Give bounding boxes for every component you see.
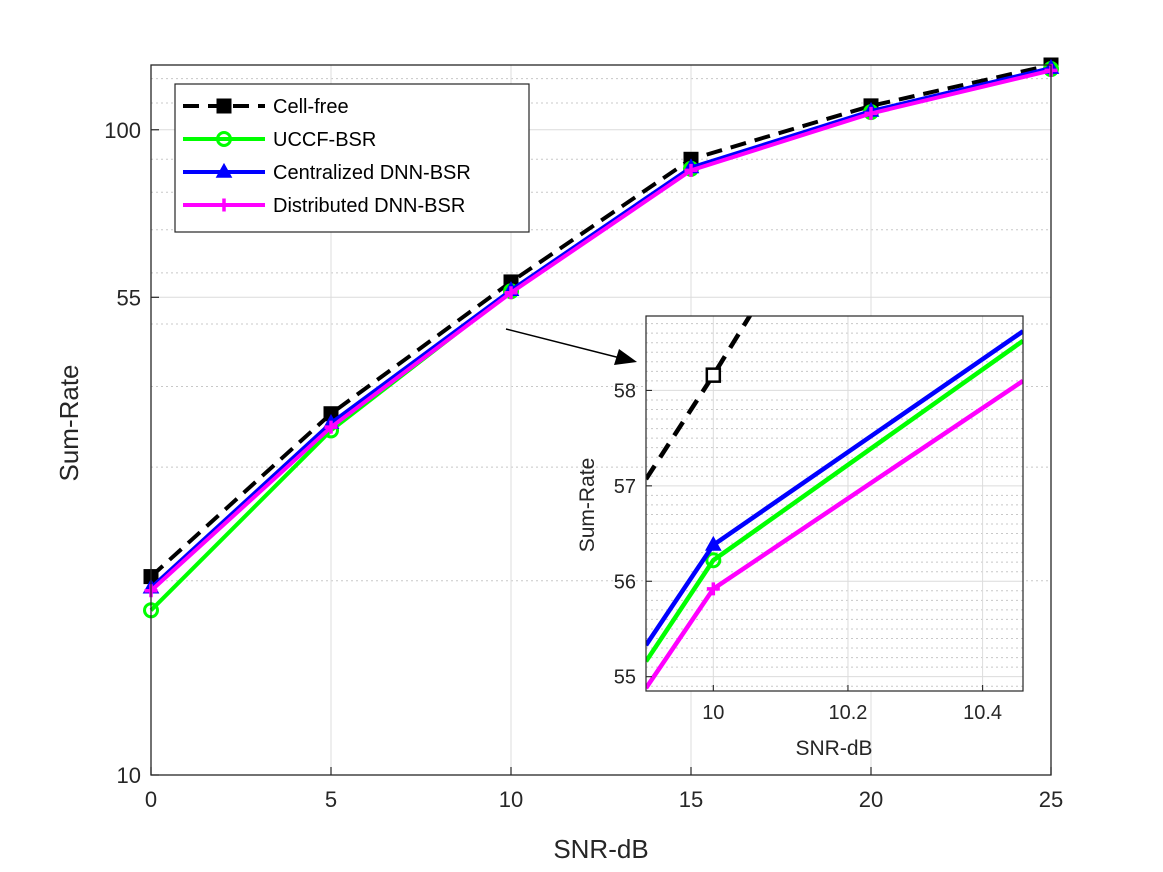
inset-y-tick-label: 56 [614, 571, 636, 593]
legend: Cell-free UCCF-BSR Centralized DNN-BSR Dist… [174, 83, 530, 233]
x-tick-label: 15 [679, 787, 703, 812]
inset-series-centralized-dnn-bsr [646, 329, 1023, 647]
inset-data-point [706, 582, 720, 596]
main-ticks: 0 5 10 15 20 25 10 55 100 [104, 118, 1063, 812]
inset-chart: 10 10.2 10.4 55 56 57 58 SNR-dB Sum-Rate [576, 315, 1024, 760]
legend-item-uccf-bsr: UCCF-BSR [183, 129, 376, 151]
main-axes-box [150, 64, 1052, 776]
series-line [149, 63, 1052, 579]
inset-series-distributed-dnn-bsr [646, 379, 1023, 690]
series-line [149, 68, 1052, 593]
data-point [504, 286, 518, 300]
inset-series-cell-free [646, 316, 753, 481]
inset-ticks: 10 10.2 10.4 55 56 57 58 [614, 380, 1002, 724]
inset-series-line [646, 316, 753, 481]
main-y-axis-label: Sum-Rate [54, 364, 84, 481]
legend-item-cell-free: Cell-free [183, 96, 349, 118]
inset-x-tick-label: 10.2 [828, 702, 867, 724]
inset-y-tick-label: 55 [614, 667, 636, 689]
data-point [864, 106, 878, 120]
inset-x-axis-label: SNR-dB [795, 737, 872, 760]
legend-label: Cell-free [273, 96, 349, 118]
inset-x-tick-label: 10.4 [963, 702, 1002, 724]
inset-y-tick-label: 58 [614, 380, 636, 402]
y-tick-label: 55 [117, 285, 141, 310]
x-tick-label: 20 [859, 787, 883, 812]
legend-label: Distributed DNN-BSR [273, 195, 465, 217]
legend-box [174, 83, 530, 233]
inset-series-uccf-bsr [646, 338, 1023, 663]
zoom-arrow [505, 328, 637, 365]
inset-series [646, 316, 1023, 690]
inset-x-tick-label: 10 [702, 702, 724, 724]
inset-y-tick-label: 57 [614, 476, 636, 498]
inset-data-point [705, 552, 722, 569]
main-x-axis-label: SNR-dB [553, 834, 648, 864]
legend-marker [216, 98, 232, 114]
x-tick-label: 0 [145, 787, 157, 812]
legend-label: Centralized DNN-BSR [273, 162, 471, 184]
y-tick-label: 10 [117, 763, 141, 788]
y-tick-label: 100 [104, 118, 141, 143]
legend-label: UCCF-BSR [273, 129, 376, 151]
legend-marker [216, 131, 232, 147]
x-tick-label: 5 [325, 787, 337, 812]
legend-item-distributed-dnn-bsr: Distributed DNN-BSR [183, 195, 465, 217]
inset-data-point [705, 367, 722, 383]
data-point [324, 420, 338, 434]
series-line [149, 66, 1052, 590]
x-tick-label: 10 [499, 787, 523, 812]
x-tick-label: 25 [1039, 787, 1063, 812]
legend-marker [215, 162, 233, 178]
inset-axes-box [645, 315, 1024, 692]
data-point [684, 163, 698, 177]
legend-marker [217, 198, 231, 212]
inset-series-line [646, 338, 1023, 663]
legend-item-centralized-dnn-bsr: Centralized DNN-BSR [183, 162, 471, 184]
inset-data-point [704, 535, 722, 551]
inset-grid [646, 316, 1023, 691]
inset-y-axis-label: Sum-Rate [576, 458, 599, 553]
main-series [142, 57, 1060, 619]
